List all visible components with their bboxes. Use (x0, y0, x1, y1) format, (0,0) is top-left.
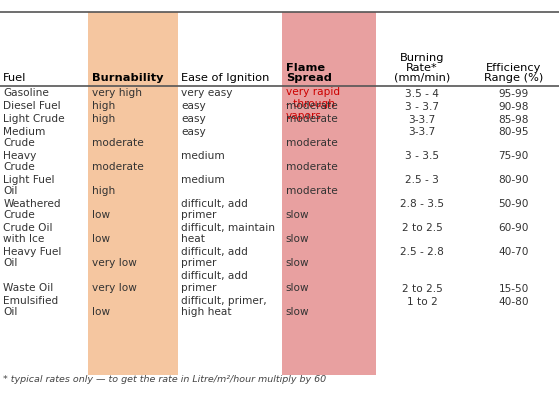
Text: very high: very high (92, 88, 141, 98)
Text: Oil: Oil (3, 186, 18, 196)
Text: primer: primer (181, 258, 216, 268)
Text: high heat: high heat (181, 307, 232, 317)
Text: slow: slow (286, 210, 309, 220)
Text: Flame: Flame (286, 63, 325, 73)
Text: moderate: moderate (286, 101, 338, 111)
Text: Light Crude: Light Crude (3, 114, 65, 124)
Text: medium: medium (181, 151, 225, 161)
Text: difficult, maintain: difficult, maintain (181, 222, 275, 233)
Text: high: high (92, 186, 115, 196)
Text: Spread: Spread (286, 73, 331, 83)
Text: Crude: Crude (3, 138, 35, 148)
Text: 3-3.7: 3-3.7 (409, 127, 435, 137)
Text: easy: easy (181, 101, 206, 111)
Text: 3 - 3.7: 3 - 3.7 (405, 102, 439, 112)
Text: 85-98: 85-98 (499, 115, 529, 125)
Text: Burning: Burning (400, 53, 444, 64)
Text: 15-50: 15-50 (499, 284, 529, 294)
Text: 3-3.7: 3-3.7 (409, 115, 435, 125)
Text: difficult, add: difficult, add (181, 247, 248, 257)
Text: 50-90: 50-90 (499, 199, 529, 209)
Text: difficult, primer,: difficult, primer, (181, 296, 267, 306)
Text: high: high (92, 114, 115, 124)
Text: moderate: moderate (286, 138, 338, 148)
Text: primer: primer (181, 283, 216, 293)
Text: 95-99: 95-99 (499, 89, 529, 99)
Text: Medium: Medium (3, 127, 46, 137)
Text: 90-98: 90-98 (499, 102, 529, 112)
Text: easy: easy (181, 127, 206, 137)
Bar (282, 12, 376, 375)
Text: 3 - 3.5: 3 - 3.5 (405, 151, 439, 161)
Text: 75-90: 75-90 (499, 151, 529, 161)
Bar (88, 12, 178, 375)
Text: Oil: Oil (3, 307, 18, 317)
Text: Rate*: Rate* (406, 63, 438, 73)
Text: Crude Oil: Crude Oil (3, 222, 53, 233)
Text: 40-70: 40-70 (499, 247, 529, 257)
Text: primer: primer (181, 210, 216, 220)
Text: very low: very low (92, 258, 136, 268)
Text: slow: slow (286, 283, 309, 293)
Text: 2.8 - 3.5: 2.8 - 3.5 (400, 199, 444, 209)
Text: 2 to 2.5: 2 to 2.5 (402, 223, 442, 233)
Text: Light Fuel: Light Fuel (3, 174, 55, 185)
Text: moderate: moderate (92, 138, 144, 148)
Text: 60-90: 60-90 (499, 223, 529, 233)
Text: slow: slow (286, 307, 309, 317)
Text: very low: very low (92, 283, 136, 293)
Text: moderate: moderate (286, 186, 338, 196)
Text: Efficiency: Efficiency (486, 63, 542, 73)
Text: difficult, add: difficult, add (181, 198, 248, 209)
Text: moderate: moderate (286, 162, 338, 172)
Text: Crude: Crude (3, 162, 35, 172)
Text: with Ice: with Ice (3, 234, 45, 244)
Text: 1 to 2: 1 to 2 (406, 297, 438, 307)
Text: low: low (92, 234, 110, 244)
Text: 2 to 2.5: 2 to 2.5 (402, 284, 442, 294)
Text: low: low (92, 210, 110, 220)
Text: Range (%): Range (%) (484, 73, 543, 83)
Text: slow: slow (286, 258, 309, 268)
Text: high: high (92, 101, 115, 111)
Text: heat: heat (181, 234, 205, 244)
Text: Gasoline: Gasoline (3, 88, 49, 98)
Text: 80-95: 80-95 (499, 127, 529, 137)
Text: medium: medium (181, 174, 225, 185)
Text: 40-80: 40-80 (499, 297, 529, 307)
Text: moderate: moderate (286, 114, 338, 124)
Text: easy: easy (181, 114, 206, 124)
Text: 80-90: 80-90 (499, 175, 529, 185)
Text: 2.5 - 3: 2.5 - 3 (405, 175, 439, 185)
Text: Crude: Crude (3, 210, 35, 220)
Text: difficult, add: difficult, add (181, 270, 248, 281)
Text: Oil: Oil (3, 258, 18, 268)
Text: low: low (92, 307, 110, 317)
Text: very rapid
- through
vapors: very rapid - through vapors (286, 87, 340, 121)
Text: Heavy: Heavy (3, 151, 37, 161)
Text: Weathered: Weathered (3, 198, 61, 209)
Text: Emulsified: Emulsified (3, 296, 59, 306)
Text: Burnability: Burnability (92, 73, 163, 83)
Text: (mm/min): (mm/min) (394, 73, 450, 83)
Text: moderate: moderate (92, 162, 144, 172)
Text: Heavy Fuel: Heavy Fuel (3, 247, 61, 257)
Text: very easy: very easy (181, 88, 233, 98)
Text: 3.5 - 4: 3.5 - 4 (405, 89, 439, 99)
Text: Diesel Fuel: Diesel Fuel (3, 101, 61, 111)
Text: * typical rates only — to get the rate in Litre/m²/hour multiply by 60: * typical rates only — to get the rate i… (3, 375, 326, 384)
Text: Fuel: Fuel (3, 73, 27, 83)
Text: Ease of Ignition: Ease of Ignition (181, 73, 269, 83)
Text: slow: slow (286, 234, 309, 244)
Text: Waste Oil: Waste Oil (3, 283, 54, 293)
Text: 2.5 - 2.8: 2.5 - 2.8 (400, 247, 444, 257)
